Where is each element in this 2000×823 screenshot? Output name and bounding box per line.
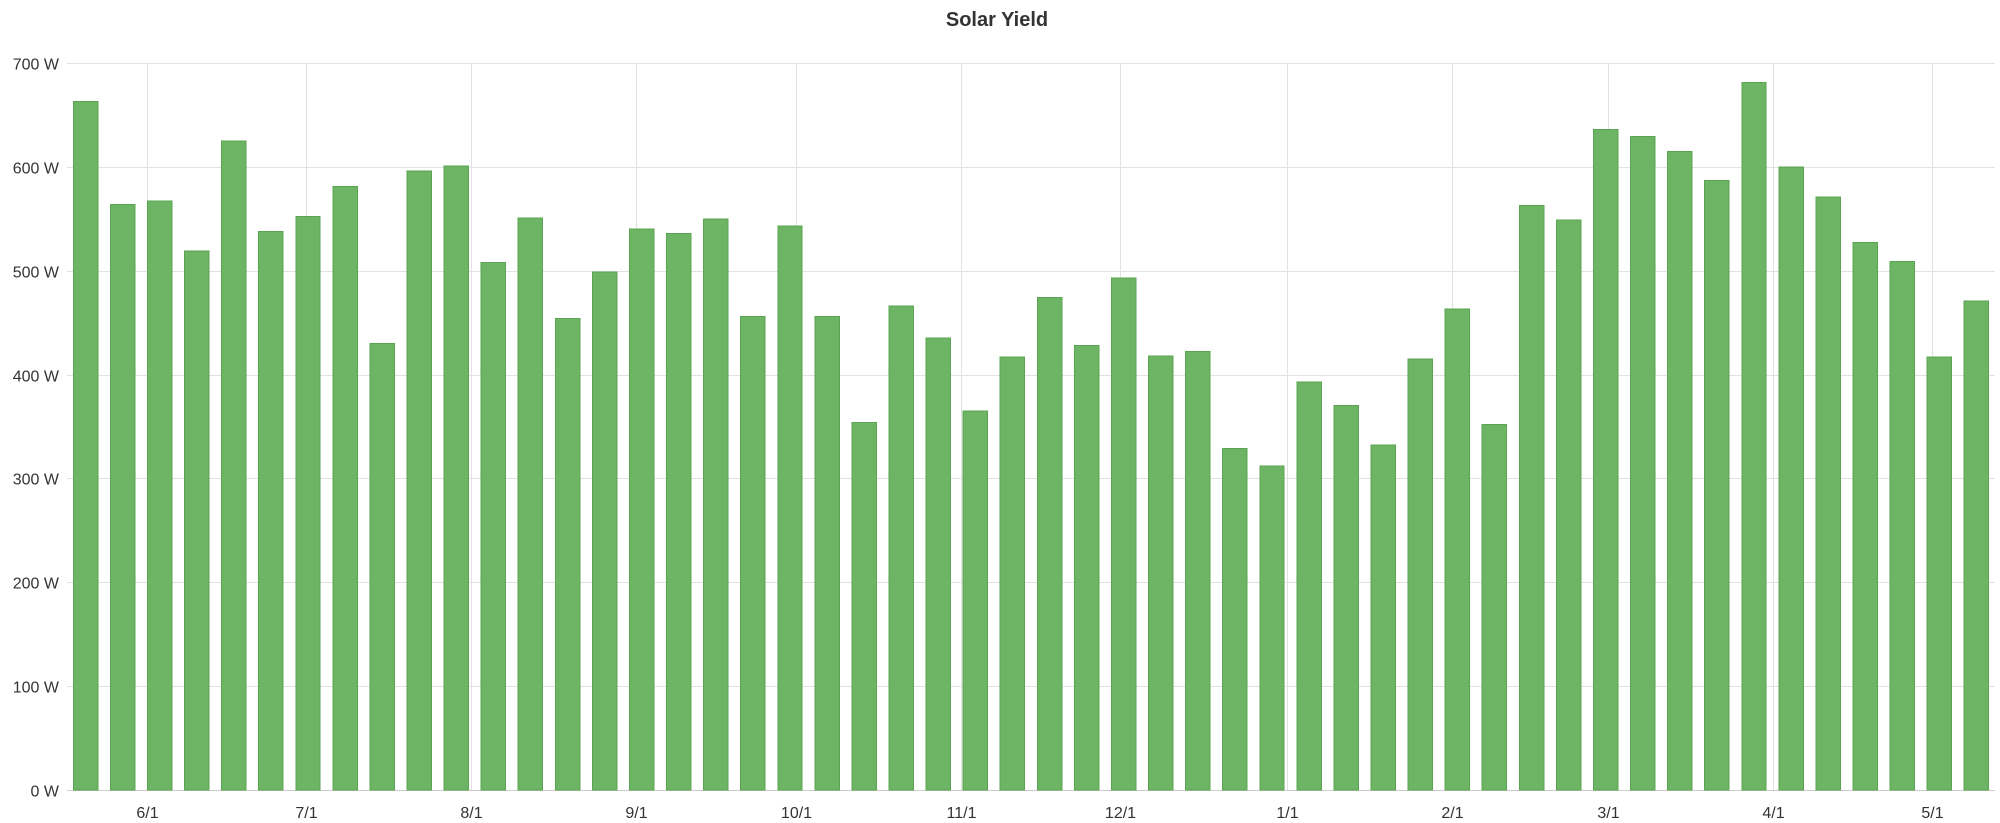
bar[interactable] bbox=[1889, 260, 1916, 791]
x-tick-label: 12/1 bbox=[1105, 805, 1136, 822]
bar[interactable] bbox=[1852, 242, 1878, 791]
bar[interactable] bbox=[221, 140, 247, 791]
y-tick-label: 200 W bbox=[13, 576, 60, 593]
x-tick-label: 3/1 bbox=[1597, 805, 1619, 822]
bar[interactable] bbox=[517, 217, 544, 791]
x-tick-label: 7/1 bbox=[295, 805, 317, 822]
y-axis-ticks: 0 W 100 W 200 W 300 W 400 W 500 W 600 W 700 W bbox=[13, 57, 60, 801]
bar[interactable] bbox=[1592, 128, 1619, 791]
bar[interactable] bbox=[1259, 465, 1285, 791]
bar[interactable] bbox=[295, 216, 321, 791]
bar[interactable] bbox=[740, 315, 766, 791]
bar[interactable] bbox=[1296, 381, 1322, 791]
bar[interactable] bbox=[777, 225, 803, 791]
bar[interactable] bbox=[591, 271, 618, 791]
bar[interactable] bbox=[1444, 308, 1471, 791]
y-tick-label: 0 W bbox=[31, 784, 60, 801]
x-tick-label: 11/1 bbox=[947, 805, 977, 822]
bar[interactable] bbox=[554, 317, 581, 791]
bar[interactable] bbox=[1518, 204, 1545, 791]
bar[interactable] bbox=[703, 218, 729, 791]
x-tick-label: 4/1 bbox=[1762, 805, 1784, 822]
bar[interactable] bbox=[925, 337, 952, 791]
bar[interactable] bbox=[1222, 447, 1248, 791]
bar[interactable] bbox=[1667, 150, 1693, 791]
bar[interactable] bbox=[962, 410, 989, 791]
bar[interactable] bbox=[814, 315, 840, 791]
y-tick-label: 600 W bbox=[13, 161, 60, 178]
bar[interactable] bbox=[480, 261, 507, 791]
bar-layer bbox=[72, 82, 1990, 791]
bar[interactable] bbox=[443, 165, 470, 791]
bar[interactable] bbox=[1815, 196, 1841, 791]
x-tick-label: 10/1 bbox=[781, 805, 812, 822]
bar[interactable] bbox=[1926, 356, 1953, 791]
bar[interactable] bbox=[258, 230, 284, 791]
x-tick-label: 9/1 bbox=[625, 805, 647, 822]
x-tick-label: 6/1 bbox=[136, 805, 158, 822]
bar[interactable] bbox=[1036, 297, 1063, 791]
y-tick-label: 300 W bbox=[13, 472, 60, 489]
bar[interactable] bbox=[1407, 358, 1434, 791]
y-tick-label: 500 W bbox=[13, 265, 60, 282]
bar[interactable] bbox=[1073, 344, 1100, 791]
bar[interactable] bbox=[666, 232, 692, 791]
bar[interactable] bbox=[1630, 136, 1656, 791]
bar[interactable] bbox=[146, 200, 173, 791]
x-tick-label: 8/1 bbox=[460, 805, 482, 822]
x-axis-ticks: 6/1 7/1 8/1 9/1 10/1 11/1 12/1 1/1 2/1 3/1 4/1 5/1 bbox=[136, 805, 1943, 822]
bar[interactable] bbox=[72, 100, 99, 791]
x-tick-label: 2/1 bbox=[1441, 805, 1463, 822]
bar[interactable] bbox=[1333, 405, 1359, 791]
chart-title: Solar Yield bbox=[946, 9, 1048, 31]
bar[interactable] bbox=[109, 203, 136, 791]
x-tick-label: 1/1 bbox=[1276, 805, 1298, 822]
bar[interactable] bbox=[1148, 355, 1174, 791]
bar[interactable] bbox=[1110, 277, 1137, 791]
y-tick-label: 400 W bbox=[13, 369, 60, 386]
bar[interactable] bbox=[1370, 444, 1396, 791]
bar[interactable] bbox=[1185, 351, 1211, 791]
bar[interactable] bbox=[406, 170, 432, 791]
bar[interactable] bbox=[332, 186, 358, 791]
bar[interactable] bbox=[1778, 166, 1804, 791]
bar[interactable] bbox=[1555, 219, 1582, 791]
bar[interactable] bbox=[888, 305, 914, 791]
bar[interactable] bbox=[1963, 300, 1990, 791]
x-tick-label: 5/1 bbox=[1921, 805, 1943, 822]
bar[interactable] bbox=[369, 342, 395, 791]
bar[interactable] bbox=[1481, 423, 1508, 791]
bar[interactable] bbox=[1741, 82, 1767, 791]
bar[interactable] bbox=[999, 356, 1026, 791]
bar[interactable] bbox=[1704, 179, 1730, 791]
bar[interactable] bbox=[851, 421, 877, 791]
bar[interactable] bbox=[628, 228, 655, 791]
bar[interactable] bbox=[184, 250, 210, 791]
y-tick-label: 700 W bbox=[13, 57, 60, 74]
y-tick-label: 100 W bbox=[13, 680, 60, 697]
